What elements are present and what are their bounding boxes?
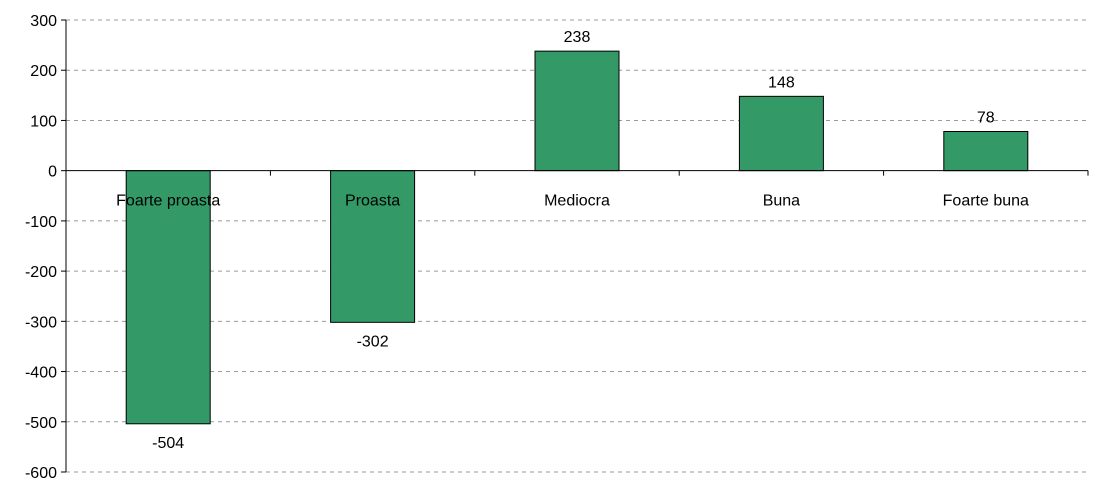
data-label: 238	[564, 29, 591, 46]
y-tick-label: -100	[25, 214, 57, 231]
data-label: -504	[152, 435, 184, 452]
y-tick-label: 100	[30, 113, 57, 130]
category-label: Foarte proasta	[116, 193, 220, 210]
category-label: Mediocra	[544, 193, 610, 210]
bar	[534, 50, 620, 172]
axes	[61, 19, 1089, 473]
category-label: Proasta	[345, 193, 400, 210]
bars	[125, 50, 1029, 425]
bar	[125, 170, 211, 425]
data-labels: -504 -302 238 148 78	[152, 29, 995, 452]
y-tick-label: 200	[30, 63, 57, 80]
y-tick-labels: 300 200 100 0 -100 -200 -300 -400 -500 -600	[25, 13, 57, 480]
y-tick-label: -500	[25, 415, 57, 432]
data-label: 148	[768, 74, 795, 91]
y-tick-label: -300	[25, 314, 57, 331]
bar	[738, 95, 824, 172]
data-label: 78	[977, 109, 995, 126]
y-tick-label: -400	[25, 365, 57, 382]
y-tick-label: 300	[30, 13, 57, 30]
category-labels: Foarte proasta Proasta Mediocra Buna Foarte …	[116, 193, 1029, 210]
bar	[943, 130, 1029, 172]
y-tick-label: -600	[25, 465, 57, 480]
category-label: Buna	[763, 193, 800, 210]
gridlines	[66, 19, 1088, 473]
y-tick-label: 0	[48, 164, 57, 181]
y-tick-label: -200	[25, 264, 57, 281]
bar	[330, 170, 416, 323]
data-label: -302	[357, 333, 389, 350]
category-label: Foarte buna	[943, 193, 1029, 210]
